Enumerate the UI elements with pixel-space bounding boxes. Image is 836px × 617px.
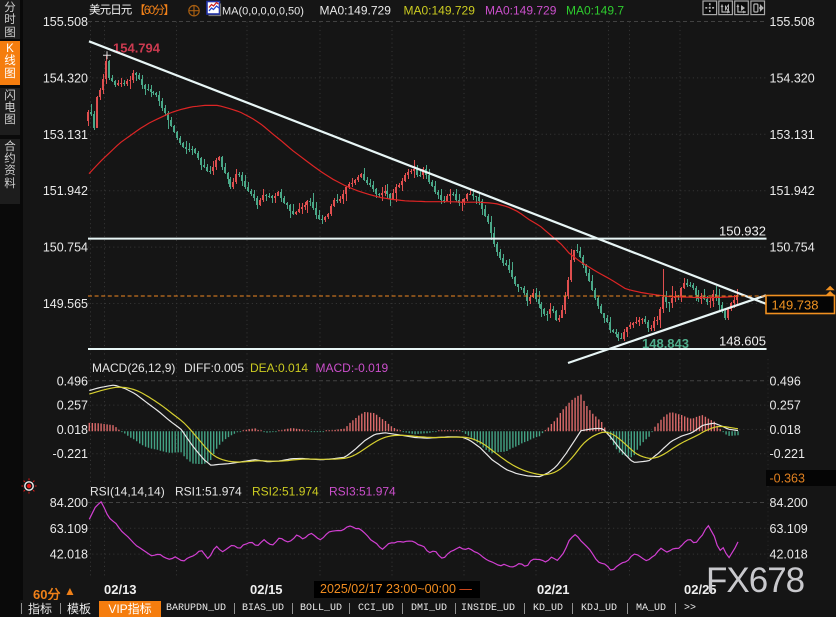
svg-text:0.257: 0.257 [770,399,801,413]
svg-text:84.200: 84.200 [770,496,808,510]
svg-text:154.794: 154.794 [113,41,161,56]
svg-text:【60分】: 【60分】 [134,4,173,17]
svg-text:151.942: 151.942 [770,184,815,198]
svg-text:RSI(14,14,14): RSI(14,14,14) [90,485,165,499]
svg-text:美元日元: 美元日元 [89,3,133,17]
svg-text:DEA:0.014: DEA:0.014 [250,361,308,375]
svg-text:MA0:149.729: MA0:149.729 [320,4,392,18]
svg-text:0.018: 0.018 [57,423,88,437]
svg-text:RSI3:51.974: RSI3:51.974 [329,485,396,499]
svg-text:84.200: 84.200 [50,496,88,510]
svg-text:148.605: 148.605 [719,334,766,349]
svg-text:148.843: 148.843 [642,336,689,351]
svg-text:MA0:149.729: MA0:149.729 [404,4,476,18]
svg-text:154.320: 154.320 [770,71,815,85]
svg-text:153.131: 153.131 [43,128,88,142]
svg-text:MA0:149.7: MA0:149.7 [566,4,624,18]
svg-text:0.496: 0.496 [770,374,801,388]
svg-text:63.109: 63.109 [770,522,808,536]
svg-text:155.508: 155.508 [43,15,88,29]
svg-text:MACD(26,12,9): MACD(26,12,9) [92,361,175,375]
svg-text:-0.221: -0.221 [770,447,805,461]
svg-text:150.932: 150.932 [719,224,766,239]
svg-text:149.738: 149.738 [772,298,819,313]
svg-text:-0.221: -0.221 [53,447,88,461]
svg-text:0.018: 0.018 [770,423,801,437]
svg-text:0.257: 0.257 [57,399,88,413]
svg-text:42.018: 42.018 [770,548,808,562]
svg-text:0.496: 0.496 [57,374,88,388]
svg-text:155.508: 155.508 [770,15,815,29]
svg-text:RSI2:51.974: RSI2:51.974 [252,485,319,499]
svg-text:149.565: 149.565 [43,297,88,311]
svg-text:63.109: 63.109 [50,522,88,536]
svg-text:153.131: 153.131 [770,128,815,142]
svg-text:154.320: 154.320 [43,71,88,85]
svg-text:150.754: 150.754 [770,241,815,255]
svg-text:-0.363: -0.363 [770,472,805,486]
svg-text:42.018: 42.018 [50,548,88,562]
svg-text:MA(0,0,0,0,0,50): MA(0,0,0,0,0,50) [222,6,304,18]
svg-text:DIFF:0.005: DIFF:0.005 [184,361,244,375]
svg-text:150.754: 150.754 [43,241,88,255]
svg-text:RSI1:51.974: RSI1:51.974 [175,485,242,499]
svg-text:151.942: 151.942 [43,184,88,198]
svg-text:MA0:149.729: MA0:149.729 [485,4,557,18]
svg-text:MACD:-0.019: MACD:-0.019 [316,361,389,375]
